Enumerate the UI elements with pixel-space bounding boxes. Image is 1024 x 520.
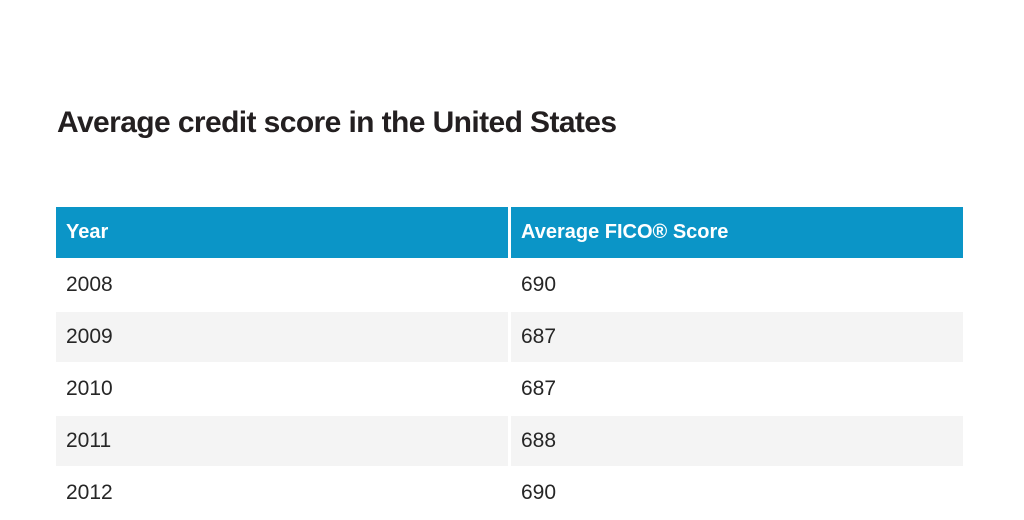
column-header-year: Year	[56, 207, 508, 258]
table-row: 2012 690	[56, 468, 963, 518]
year-cell: 2009	[56, 312, 508, 362]
score-cell: 687	[511, 364, 963, 414]
score-cell: 690	[511, 468, 963, 518]
year-cell: 2008	[56, 260, 508, 310]
credit-score-table: Year Average FICO® Score 2008 690 2009 6…	[53, 205, 966, 520]
table-row: 2009 687	[56, 312, 963, 362]
table-header-row: Year Average FICO® Score	[56, 207, 963, 258]
year-cell: 2010	[56, 364, 508, 414]
score-cell: 687	[511, 312, 963, 362]
score-cell: 688	[511, 416, 963, 466]
year-cell: 2011	[56, 416, 508, 466]
score-cell: 690	[511, 260, 963, 310]
year-cell: 2012	[56, 468, 508, 518]
table-row: 2011 688	[56, 416, 963, 466]
column-header-average-fico-score: Average FICO® Score	[511, 207, 963, 258]
table-row: 2008 690	[56, 260, 963, 310]
page-title: Average credit score in the United State…	[57, 106, 617, 139]
table-row: 2010 687	[56, 364, 963, 414]
